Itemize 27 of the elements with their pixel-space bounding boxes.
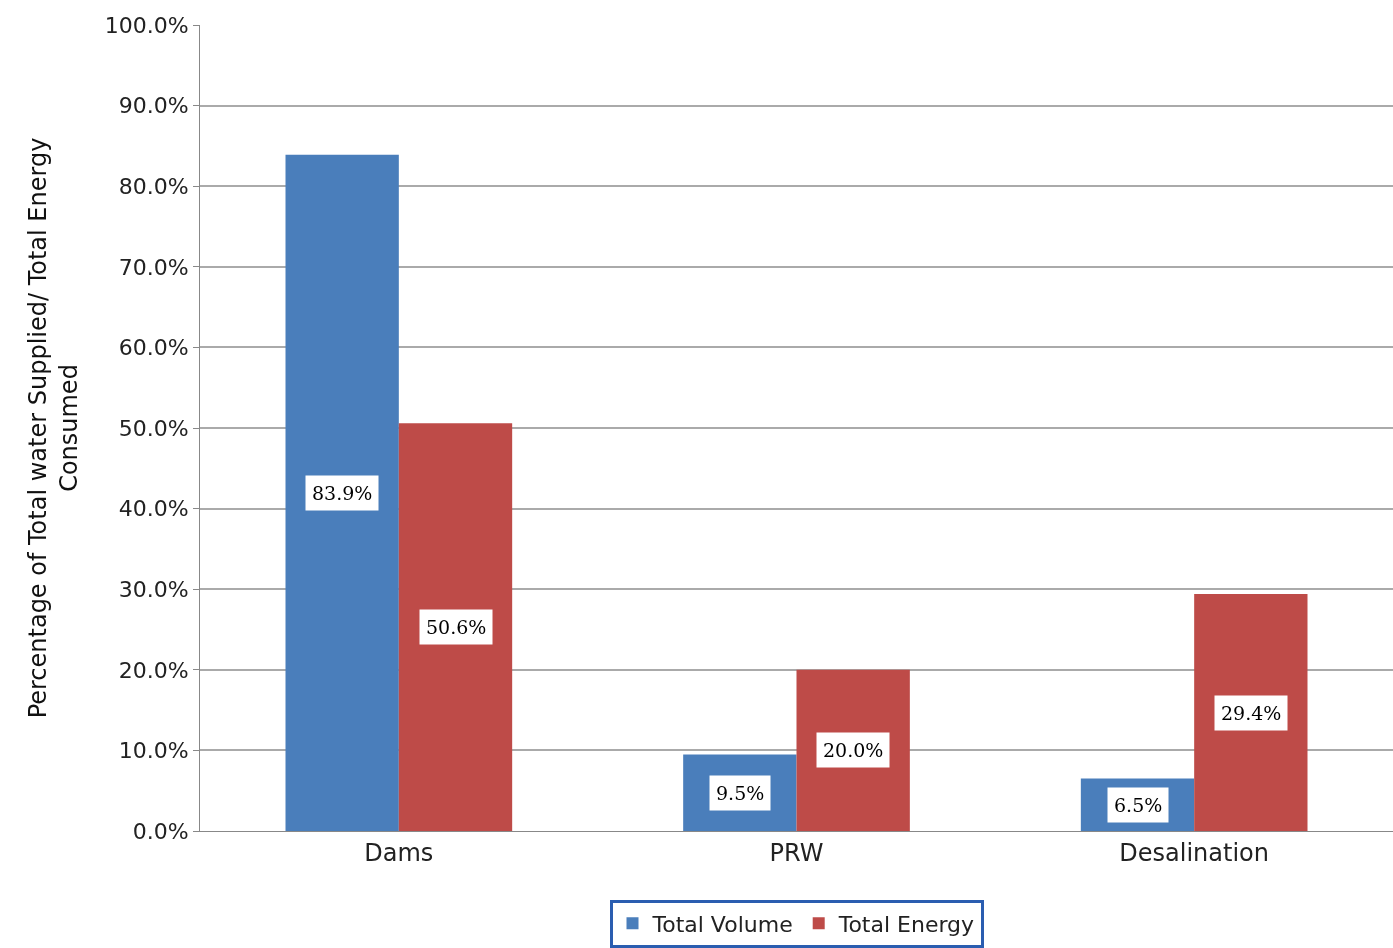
y-tick-label: 90.0%: [118, 93, 189, 119]
data-label: 29.4%: [1221, 702, 1282, 724]
y-tick-label: 60.0%: [118, 335, 189, 361]
y-tick-label: 30.0%: [118, 576, 189, 602]
bar: [285, 154, 399, 831]
data-label: 83.9%: [312, 482, 373, 504]
y-tick-label: 40.0%: [118, 496, 189, 522]
bar: [1194, 594, 1308, 831]
data-label: 6.5%: [1114, 794, 1163, 816]
x-tick-label: Dams: [364, 838, 434, 867]
data-label: 9.5%: [716, 782, 765, 804]
y-tick-label: 50.0%: [118, 415, 189, 441]
legend-label: Total Volume: [651, 911, 793, 937]
data-label: 20.0%: [823, 739, 884, 761]
y-tick-label: 80.0%: [118, 173, 189, 199]
bar: [796, 669, 910, 831]
y-tick-label: 10.0%: [118, 738, 189, 764]
legend-label: Total Energy: [837, 911, 975, 937]
bar: [398, 423, 513, 831]
y-tick-label: 70.0%: [118, 254, 189, 280]
x-tick-label: PRW: [769, 838, 824, 867]
data-label: 50.6%: [426, 616, 487, 638]
y-tick-label: 20.0%: [118, 657, 189, 683]
y-tick-label: 0.0%: [132, 818, 189, 844]
y-axis-title: Percentage of Total water Supplied/ Total Energy Consumed: [23, 137, 83, 719]
x-tick-label: Desalination: [1119, 838, 1270, 867]
y-tick-label: 100.0%: [104, 12, 189, 38]
